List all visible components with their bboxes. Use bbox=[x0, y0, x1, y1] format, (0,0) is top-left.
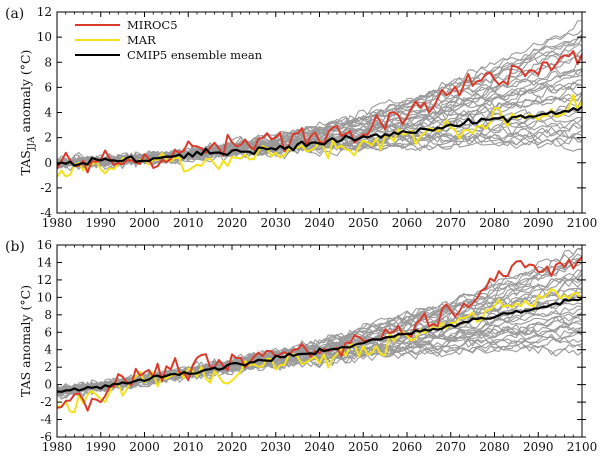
y-tick-label: 8 bbox=[44, 308, 52, 322]
ensemble-member-line bbox=[57, 29, 582, 169]
x-tick-label: 2090 bbox=[523, 216, 554, 230]
plot-area bbox=[57, 247, 582, 414]
x-tick-label: 1980 bbox=[42, 216, 73, 230]
x-tick-label: 2050 bbox=[348, 440, 379, 454]
y-tick-label: 12 bbox=[37, 273, 52, 287]
y-tick-label: 14 bbox=[37, 255, 53, 269]
x-tick-label: 2100 bbox=[567, 216, 598, 230]
miroc5-line bbox=[57, 50, 582, 174]
x-tick-label: 2070 bbox=[435, 216, 466, 230]
mar-line bbox=[57, 287, 582, 414]
y-tick-label: -2 bbox=[40, 181, 52, 195]
y-tick-label: 12 bbox=[37, 5, 52, 19]
y-tick-label: -4 bbox=[40, 206, 52, 220]
x-tick-label: 1990 bbox=[85, 216, 116, 230]
y-tick-label: 16 bbox=[37, 238, 52, 252]
y-tick-label: 6 bbox=[44, 80, 52, 94]
x-tick-label: 2090 bbox=[523, 440, 554, 454]
y-axis-label-main: TAS bbox=[18, 150, 33, 175]
y-axis-label-rest: anomaly (°C) bbox=[18, 50, 33, 137]
x-tick-label: 2080 bbox=[479, 216, 510, 230]
y-tick-label: -4 bbox=[40, 413, 52, 427]
x-tick-label: 2030 bbox=[260, 216, 291, 230]
panel-label: (b) bbox=[5, 239, 25, 255]
ensemble-mean-line bbox=[57, 297, 582, 393]
y-tick-label: -2 bbox=[40, 395, 52, 409]
y-axis-label-sub: JJA bbox=[27, 136, 37, 151]
x-tick-label: 2050 bbox=[348, 216, 379, 230]
legend-label-ensemble-mean: CMIP5 ensemble mean bbox=[127, 48, 263, 62]
x-tick-label: 2020 bbox=[217, 216, 248, 230]
x-tick-label: 2040 bbox=[304, 440, 335, 454]
y-tick-label: 10 bbox=[37, 30, 52, 44]
x-tick-label: 2010 bbox=[173, 440, 204, 454]
x-tick-label: 1980 bbox=[42, 440, 73, 454]
y-tick-label: 6 bbox=[44, 325, 52, 339]
panel-label: (a) bbox=[5, 6, 24, 22]
chart-panel-a: 1980 1990 2000 2010 2020 2030 2040 2050 2060 2070… bbox=[5, 5, 597, 230]
ensemble-member-line bbox=[57, 288, 582, 395]
y-tick-label: 4 bbox=[44, 106, 52, 120]
x-tick-label: 2040 bbox=[304, 216, 335, 230]
legend-label-miroc5: MIROC5 bbox=[127, 18, 178, 32]
x-tick-label: 2070 bbox=[435, 440, 466, 454]
x-tick-label: 2060 bbox=[392, 216, 423, 230]
x-tick-label: 2010 bbox=[173, 216, 204, 230]
x-tick-label: 2000 bbox=[129, 440, 160, 454]
ensemble-mean-line bbox=[57, 106, 582, 167]
plot-area bbox=[57, 20, 582, 178]
y-axis-label: TASJJA anomaly (°C) bbox=[18, 50, 37, 176]
ensemble-member-line bbox=[57, 124, 582, 167]
x-tick-label: 1990 bbox=[85, 440, 116, 454]
y-tick-label: 8 bbox=[44, 55, 52, 69]
x-tick-label: 2020 bbox=[217, 440, 248, 454]
y-tick-label: 4 bbox=[44, 343, 52, 357]
y-tick-label: 2 bbox=[44, 360, 52, 374]
x-tick-label: 2080 bbox=[479, 440, 510, 454]
y-tick-label: 10 bbox=[37, 290, 52, 304]
x-tick-label: 2030 bbox=[260, 440, 291, 454]
y-tick-label: -6 bbox=[40, 430, 52, 444]
ensemble-member-line bbox=[57, 247, 582, 396]
x-tick-label: 2100 bbox=[567, 440, 598, 454]
x-tick-label: 2060 bbox=[392, 440, 423, 454]
y-axis-label-rest: anomaly (°C) bbox=[18, 285, 33, 372]
ensemble-member-line bbox=[57, 34, 582, 166]
chart-panel-b: 1980 1990 2000 2010 2020 2030 2040 2050 2060 2070… bbox=[5, 238, 597, 454]
miroc5-line bbox=[57, 256, 582, 412]
y-tick-label: 0 bbox=[44, 156, 52, 170]
legend-label-mar: MAR bbox=[127, 33, 156, 47]
y-tick-label: 2 bbox=[44, 131, 52, 145]
ensemble-member-line bbox=[57, 253, 582, 397]
y-axis-label: TAS anomaly (°C) bbox=[18, 285, 33, 397]
y-tick-label: 0 bbox=[44, 378, 52, 392]
x-tick-label: 2000 bbox=[129, 216, 160, 230]
y-axis-label-main: TAS bbox=[18, 372, 33, 397]
